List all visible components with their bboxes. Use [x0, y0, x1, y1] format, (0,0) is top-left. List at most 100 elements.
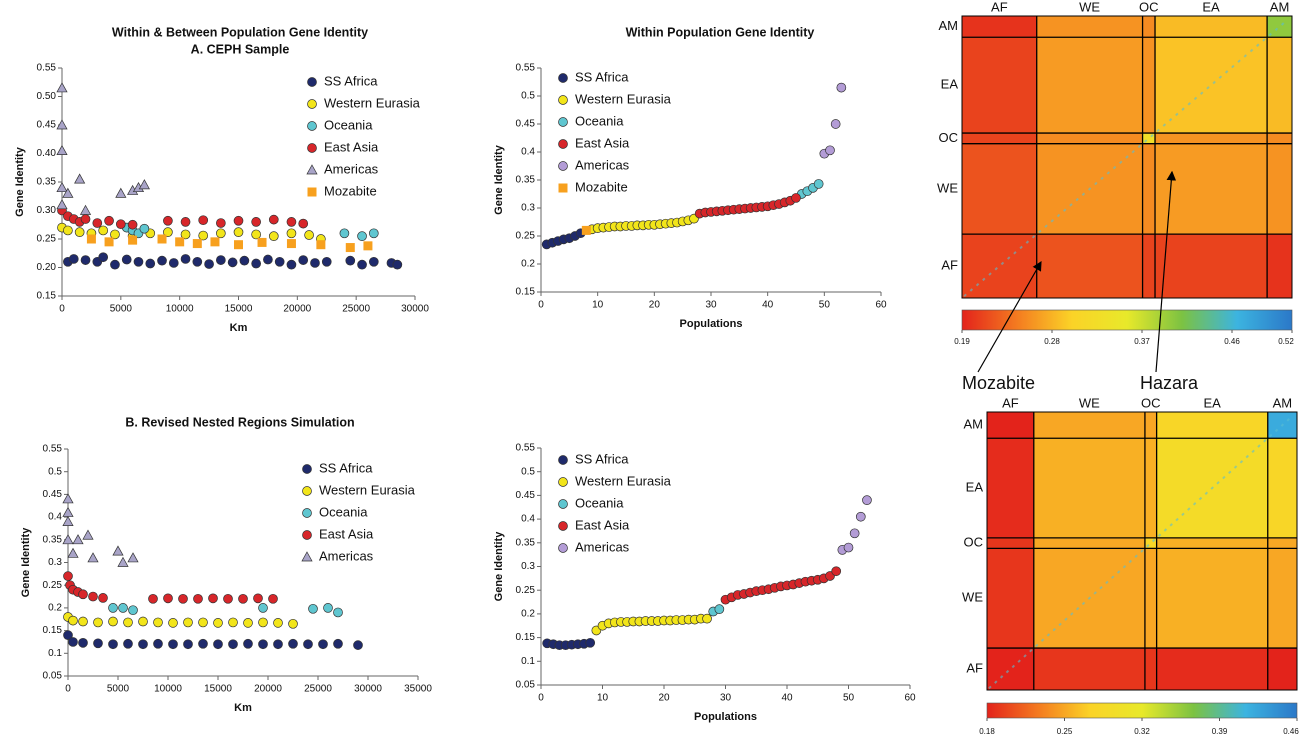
point — [63, 225, 73, 236]
diagonal-cell — [1187, 507, 1191, 511]
point — [62, 187, 74, 198]
point — [239, 255, 250, 266]
point — [345, 255, 356, 266]
point — [98, 225, 109, 236]
point — [339, 228, 350, 239]
point — [208, 593, 218, 604]
heatmap-cell — [1155, 234, 1268, 298]
diagonal-cell — [1212, 80, 1216, 85]
point — [108, 603, 118, 613]
diagonal-cell — [1168, 118, 1173, 122]
y-tick-label: 0.15 — [516, 287, 536, 298]
heatmap-cell — [1033, 648, 1145, 690]
point — [192, 239, 202, 249]
diagonal-cell — [1046, 633, 1051, 637]
heatmap-cell — [962, 37, 1037, 134]
point — [585, 637, 596, 648]
x-tick-label: 0 — [59, 304, 65, 315]
point — [153, 617, 163, 628]
point — [213, 618, 223, 628]
point — [273, 618, 283, 628]
y-tick-label: 0.25 — [37, 234, 57, 245]
point — [286, 259, 297, 270]
point — [98, 252, 109, 263]
point — [63, 630, 73, 640]
point — [68, 615, 78, 626]
y-tick-label: 0.4 — [521, 514, 535, 525]
x-tick-label: 10000 — [154, 684, 182, 695]
diagonal-cell — [1075, 606, 1080, 611]
diagonal-cell — [1064, 617, 1068, 621]
point — [98, 593, 108, 603]
y-tick-label: 0.50 — [37, 91, 57, 102]
point — [298, 255, 309, 265]
diagonal-cell — [1040, 638, 1045, 642]
heatmap-cell — [987, 548, 1034, 649]
point — [145, 258, 156, 269]
x-tick-label: 10000 — [166, 304, 194, 315]
point — [286, 217, 297, 227]
y-tick-label: 0.55 — [43, 444, 63, 455]
point — [110, 259, 120, 270]
diagonal-cell — [1204, 491, 1209, 496]
y-tick-label: 0.35 — [516, 537, 536, 548]
diagonal-cell — [1081, 192, 1086, 196]
y-tick-label: 0.1 — [48, 648, 62, 659]
x-tick-label: 20 — [649, 300, 661, 311]
colorbar-tick-label: 0.32 — [1134, 727, 1150, 736]
heatmap-cell — [1144, 537, 1157, 549]
legend-label: Americas — [575, 539, 630, 554]
heatmap-border — [986, 411, 1298, 691]
x-tick-label: 30000 — [401, 304, 429, 315]
point — [243, 638, 253, 649]
legend-label: Mozabite — [575, 179, 628, 194]
diagonal-cell — [1146, 544, 1150, 548]
diagonal-cell — [1268, 32, 1272, 37]
chart-title: Within & Between Population Gene Identit… — [112, 25, 368, 39]
heatmap-cell — [1267, 143, 1292, 235]
point — [233, 215, 244, 226]
diagonal-cell — [1137, 144, 1142, 149]
column-label: AF — [1002, 395, 1019, 410]
legend-label: Americas — [324, 161, 379, 176]
diagonal-cell — [1175, 112, 1179, 117]
diagonal-cell — [1031, 235, 1036, 239]
heatmap-cell — [1144, 648, 1157, 690]
point — [843, 542, 854, 553]
point — [198, 230, 209, 241]
heatmap-cell — [1267, 548, 1297, 649]
x-tick-label: 10 — [597, 693, 609, 704]
heatmap-cell — [1033, 537, 1145, 549]
x-tick-label: 30 — [720, 693, 732, 704]
heatmap-cell — [1156, 537, 1268, 549]
point — [263, 254, 273, 265]
point — [87, 552, 99, 563]
heatmap-cell — [1144, 412, 1157, 439]
annotation-arrow — [1155, 170, 1177, 373]
row-label: AM — [939, 18, 959, 33]
y-axis-label: Gene Identity — [14, 146, 26, 217]
point — [168, 639, 178, 650]
diagonal-cell — [1200, 91, 1204, 95]
diagonal-cell — [1268, 433, 1273, 438]
legend-label: East Asia — [575, 135, 630, 150]
diagonal-cell — [1058, 622, 1062, 627]
legend-label: Western Eurasia — [575, 473, 672, 488]
y-tick-label: 0.30 — [37, 205, 57, 216]
colorbar-tick-label: 0.28 — [1044, 337, 1060, 346]
point — [104, 237, 114, 247]
diagonal-cell — [1157, 533, 1162, 537]
x-axis-label: Populations — [694, 711, 757, 723]
point — [791, 193, 801, 203]
heatmap-cell — [1036, 37, 1143, 134]
legend-marker — [558, 161, 568, 171]
diagonal-cell — [1163, 528, 1168, 532]
point — [198, 638, 208, 649]
point — [581, 225, 591, 235]
x-axis-label: Populations — [680, 318, 743, 330]
diagonal-cell — [988, 272, 992, 276]
point — [68, 254, 79, 264]
x-tick-label: 0 — [538, 693, 544, 704]
point — [213, 639, 223, 650]
diagonal-cell — [1111, 575, 1115, 579]
